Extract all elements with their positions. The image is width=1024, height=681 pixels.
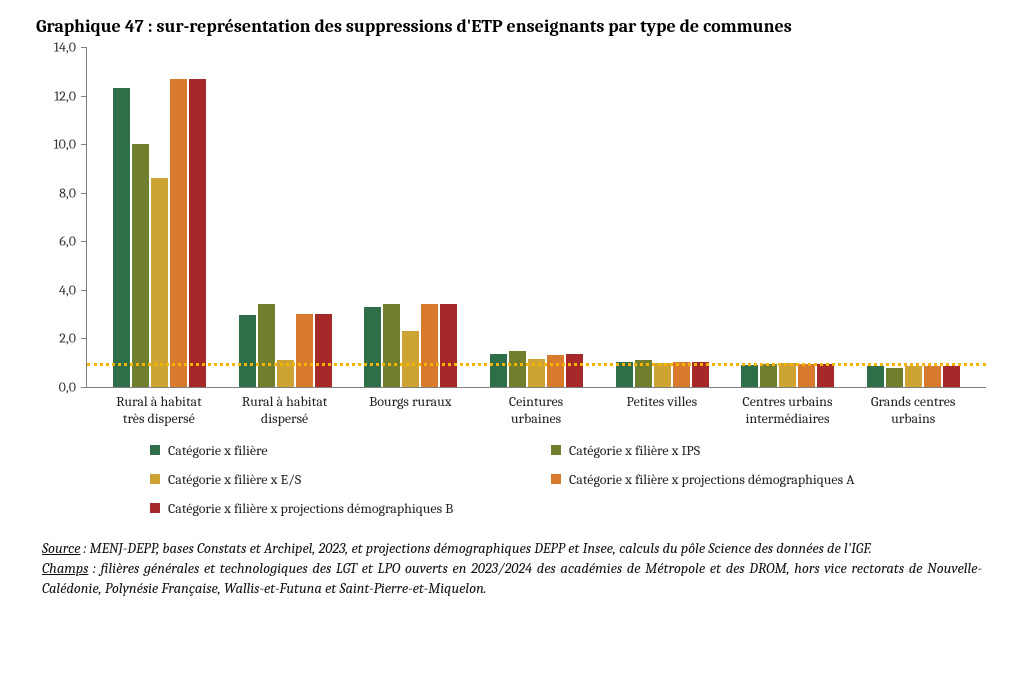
y-tick-label: 14,0 (54, 39, 76, 56)
bar (440, 304, 457, 387)
legend-swatch (551, 445, 561, 455)
bar-group (490, 351, 583, 387)
footer-notes: Source : MENJ-DEPP, bases Constats et Ar… (42, 539, 982, 600)
footer-champs: Champs : filières générales et technolog… (42, 559, 982, 600)
y-tick (81, 193, 87, 194)
bar (692, 362, 709, 388)
bar (616, 362, 633, 388)
y-tick-label: 8,0 (59, 184, 76, 201)
bar (258, 304, 275, 387)
bar (170, 79, 187, 387)
x-tick-label: Bourgs ruraux (347, 394, 473, 428)
bar (151, 178, 168, 387)
bar (547, 355, 564, 387)
bar-group (867, 366, 960, 387)
bar (566, 354, 583, 387)
legend-label: Catégorie x filière x projections démogr… (569, 471, 855, 488)
footer-source-text: : MENJ-DEPP, bases Constats et Archipel,… (80, 540, 871, 557)
legend-item: Catégorie x filière x projections démogr… (551, 471, 902, 488)
bar (421, 304, 438, 387)
footer-source: Source : MENJ-DEPP, bases Constats et Ar… (42, 539, 982, 559)
y-tick-label: 12,0 (54, 87, 76, 104)
y-tick (81, 241, 87, 242)
x-tick-label: Ceinturesurbaines (473, 394, 599, 428)
legend-swatch (551, 474, 561, 484)
bar (509, 351, 526, 387)
bar (113, 88, 130, 387)
bar (673, 362, 690, 388)
legend-item: Catégorie x filière x IPS (551, 442, 902, 459)
bar (817, 364, 834, 387)
legend-item: Catégorie x filière x projections démogr… (150, 500, 501, 517)
bar (528, 359, 545, 387)
bar (383, 304, 400, 387)
legend-swatch (150, 474, 160, 484)
legend-item: Catégorie x filière x E/S (150, 471, 501, 488)
footer-champs-label: Champs (42, 560, 88, 577)
legend-swatch (150, 445, 160, 455)
y-tick (81, 387, 87, 388)
bar (402, 331, 419, 387)
x-tick-label: Petites villes (599, 394, 725, 428)
y-tick-label: 4,0 (59, 281, 76, 298)
x-tick-label: Grands centresurbains (850, 394, 976, 428)
bar (867, 366, 884, 387)
legend-swatch (150, 503, 160, 513)
bar-groups (87, 47, 986, 387)
bar (364, 307, 381, 387)
page: Graphique 47 : sur-représentation des su… (0, 0, 1024, 681)
bar (490, 354, 507, 387)
bar (905, 366, 922, 387)
plot-area (86, 47, 986, 388)
legend-label: Catégorie x filière x IPS (569, 442, 700, 459)
x-axis-labels: Rural à habitattrès disperséRural à habi… (86, 388, 986, 428)
bar (315, 314, 332, 387)
bar-group (616, 360, 709, 387)
legend-item: Catégorie x filière (150, 442, 501, 459)
bar-group (239, 304, 332, 387)
x-tick-label: Centres urbainsintermédiaires (725, 394, 851, 428)
legend: Catégorie x filière Catégorie x filière x… (150, 442, 930, 517)
y-tick-label: 2,0 (59, 330, 76, 347)
y-tick (81, 290, 87, 291)
bar (760, 364, 777, 387)
bar-group (364, 304, 457, 387)
y-axis-labels: 0,02,04,06,08,010,012,014,0 (32, 47, 80, 387)
bar (296, 314, 313, 387)
y-tick (81, 96, 87, 97)
bar (277, 360, 294, 387)
y-tick (81, 338, 87, 339)
footer-champs-text: : filières générales et technologiques d… (42, 560, 982, 597)
y-tick-label: 6,0 (59, 233, 76, 250)
legend-label: Catégorie x filière x E/S (168, 471, 301, 488)
bar (635, 360, 652, 387)
bar-group (741, 363, 834, 387)
footer-source-label: Source (42, 540, 80, 557)
bar (798, 364, 815, 387)
legend-label: Catégorie x filière (168, 442, 268, 459)
bar (239, 315, 256, 387)
chart-title: Graphique 47 : sur-représentation des su… (36, 16, 994, 37)
bar (654, 363, 671, 387)
bar (779, 363, 796, 387)
bar (132, 144, 149, 387)
chart-container: 0,02,04,06,08,010,012,014,0 Rural à habi… (32, 47, 992, 428)
bar-group (113, 79, 206, 387)
y-tick-label: 10,0 (54, 136, 76, 153)
bar (924, 366, 941, 387)
bar (189, 79, 206, 387)
y-tick (81, 47, 87, 48)
bar (741, 365, 758, 387)
bar (886, 368, 903, 387)
x-tick-label: Rural à habitattrès dispersé (96, 394, 222, 428)
y-tick-label: 0,0 (59, 379, 76, 396)
y-tick (81, 144, 87, 145)
legend-label: Catégorie x filière x projections démogr… (168, 500, 453, 517)
bar (943, 366, 960, 387)
x-tick-label: Rural à habitatdispersé (222, 394, 348, 428)
